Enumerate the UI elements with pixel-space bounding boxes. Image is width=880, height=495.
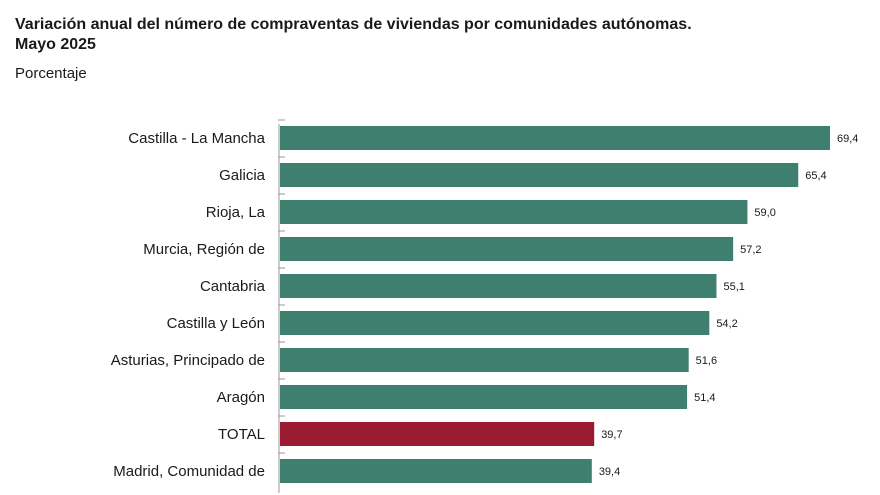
bar-9	[280, 459, 592, 483]
value-label: 51,4	[694, 392, 715, 404]
chart-subtitle: Porcentaje	[15, 65, 87, 82]
bar-7	[280, 385, 688, 409]
value-label: 39,7	[601, 429, 622, 441]
bar-1	[280, 163, 799, 187]
y-axis-layer	[278, 119, 285, 493]
category-label: Rioja, La	[206, 204, 266, 221]
value-label: 57,2	[740, 244, 761, 256]
value-label: 54,2	[716, 318, 737, 330]
value-label: 59,0	[754, 207, 775, 219]
value-label: 51,6	[696, 355, 717, 367]
bar-4	[280, 274, 717, 298]
bar-2	[280, 200, 748, 224]
category-label: Galicia	[219, 167, 266, 184]
bar-3	[280, 237, 734, 261]
chart-title-line2: Mayo 2025	[15, 36, 96, 53]
bars-layer	[280, 126, 830, 483]
category-label: Madrid, Comunidad de	[113, 463, 265, 480]
labels-layer: Castilla - La Mancha 69,4 Galicia 65,4 Rioja…	[111, 130, 859, 480]
category-label: Castilla - La Mancha	[128, 130, 265, 147]
category-label: Aragón	[217, 389, 265, 406]
chart-title-line1: Variación anual del número de compravent…	[15, 16, 692, 33]
value-label: 69,4	[837, 133, 858, 145]
category-label: TOTAL	[218, 426, 265, 443]
chart-title: Variación anual del número de compravent…	[15, 15, 875, 55]
category-label: Cantabria	[200, 278, 266, 295]
category-label: Asturias, Principado de	[111, 352, 265, 369]
bar-6	[280, 348, 689, 372]
value-label: 65,4	[805, 170, 826, 182]
bar-0	[280, 126, 830, 150]
bar-5	[280, 311, 710, 335]
bar-8	[280, 422, 595, 446]
category-label: Castilla y León	[167, 315, 265, 332]
value-label: 55,1	[723, 281, 744, 293]
value-label: 39,4	[599, 466, 620, 478]
category-label: Murcia, Región de	[143, 241, 265, 258]
